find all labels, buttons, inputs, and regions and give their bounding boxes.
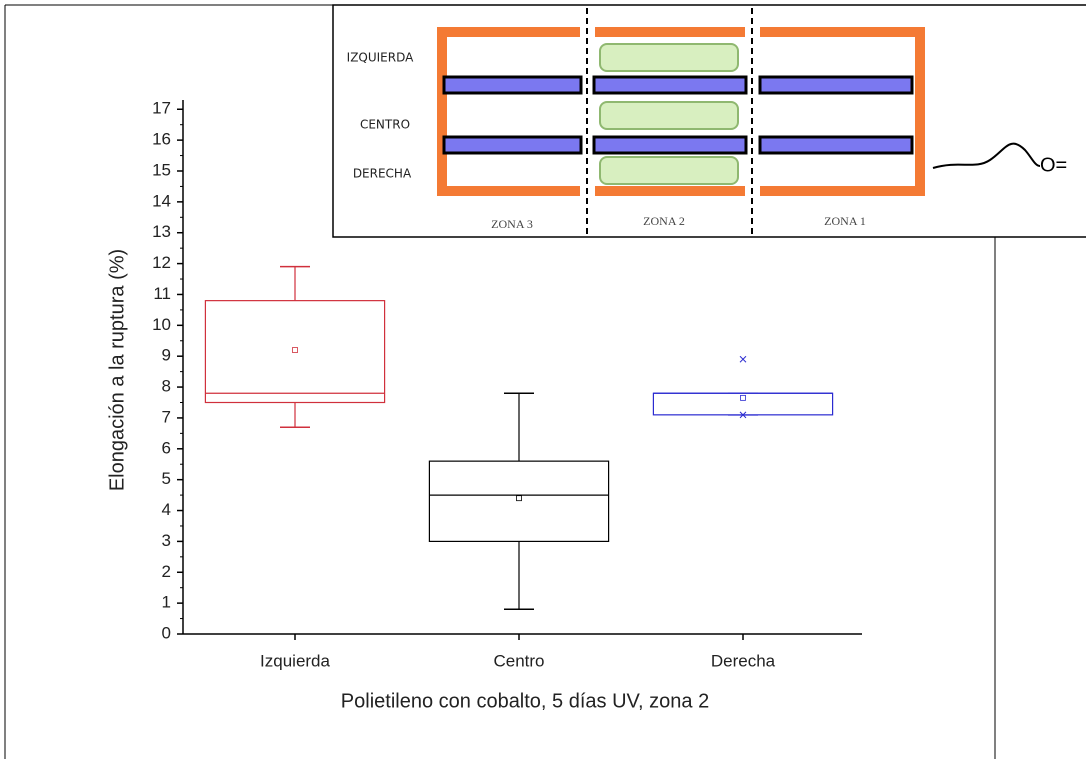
zone-label: ZONA 3 — [491, 217, 533, 231]
chemical-symbol: O= — [1040, 154, 1067, 176]
y-tick-label: 7 — [162, 407, 171, 426]
blue-bars — [442, 75, 914, 155]
zone-label: ZONA 2 — [643, 214, 685, 228]
y-tick-label: 14 — [152, 191, 171, 210]
outlier — [739, 355, 747, 363]
y-tick-label: 12 — [152, 253, 171, 272]
y-tick-label: 2 — [162, 562, 171, 581]
green-samples — [599, 43, 739, 185]
y-tick-label: 8 — [162, 377, 171, 396]
y-tick-label: 0 — [162, 623, 171, 642]
y-tick-label: 6 — [162, 438, 171, 457]
y-tick-label: 1 — [162, 593, 171, 612]
y-tick-label: 5 — [162, 469, 171, 488]
y-tick-label: 16 — [152, 130, 171, 149]
y-tick-label: 9 — [162, 346, 171, 365]
outlier — [739, 411, 747, 419]
x-tick-label: Izquierda — [260, 651, 330, 670]
x-tick-label: Derecha — [711, 651, 776, 670]
y-axis-label: Elongación a la ruptura (%) — [106, 249, 128, 491]
y-tick-label: 3 — [162, 531, 171, 550]
y-tick-label: 11 — [153, 284, 171, 303]
row-label: CENTRO — [360, 118, 410, 132]
y-tick-label: 10 — [152, 315, 171, 334]
mean-marker — [292, 347, 298, 353]
mean-marker — [740, 394, 746, 401]
y-tick-label: 4 — [162, 500, 171, 519]
zone-label: ZONA 1 — [824, 214, 866, 228]
inset: IZQUIERDA CENTRO DERECHA ZONA 3 ZONA 2 Z… — [332, 4, 1086, 238]
y-tick-label: 13 — [152, 222, 171, 241]
box — [428, 460, 610, 542]
y-tick-label: 17 — [152, 99, 171, 118]
y-tick-label: 15 — [152, 160, 171, 179]
x-tick-label: Centro — [493, 651, 544, 670]
chain — [932, 142, 1041, 169]
x-axis-label: Polietileno con cobalto, 5 días UV, zona… — [341, 690, 709, 712]
row-label: IZQUIERDA — [347, 51, 414, 65]
mean-marker — [516, 495, 522, 502]
orange-frame — [437, 27, 925, 196]
row-label: DERECHA — [353, 167, 412, 181]
